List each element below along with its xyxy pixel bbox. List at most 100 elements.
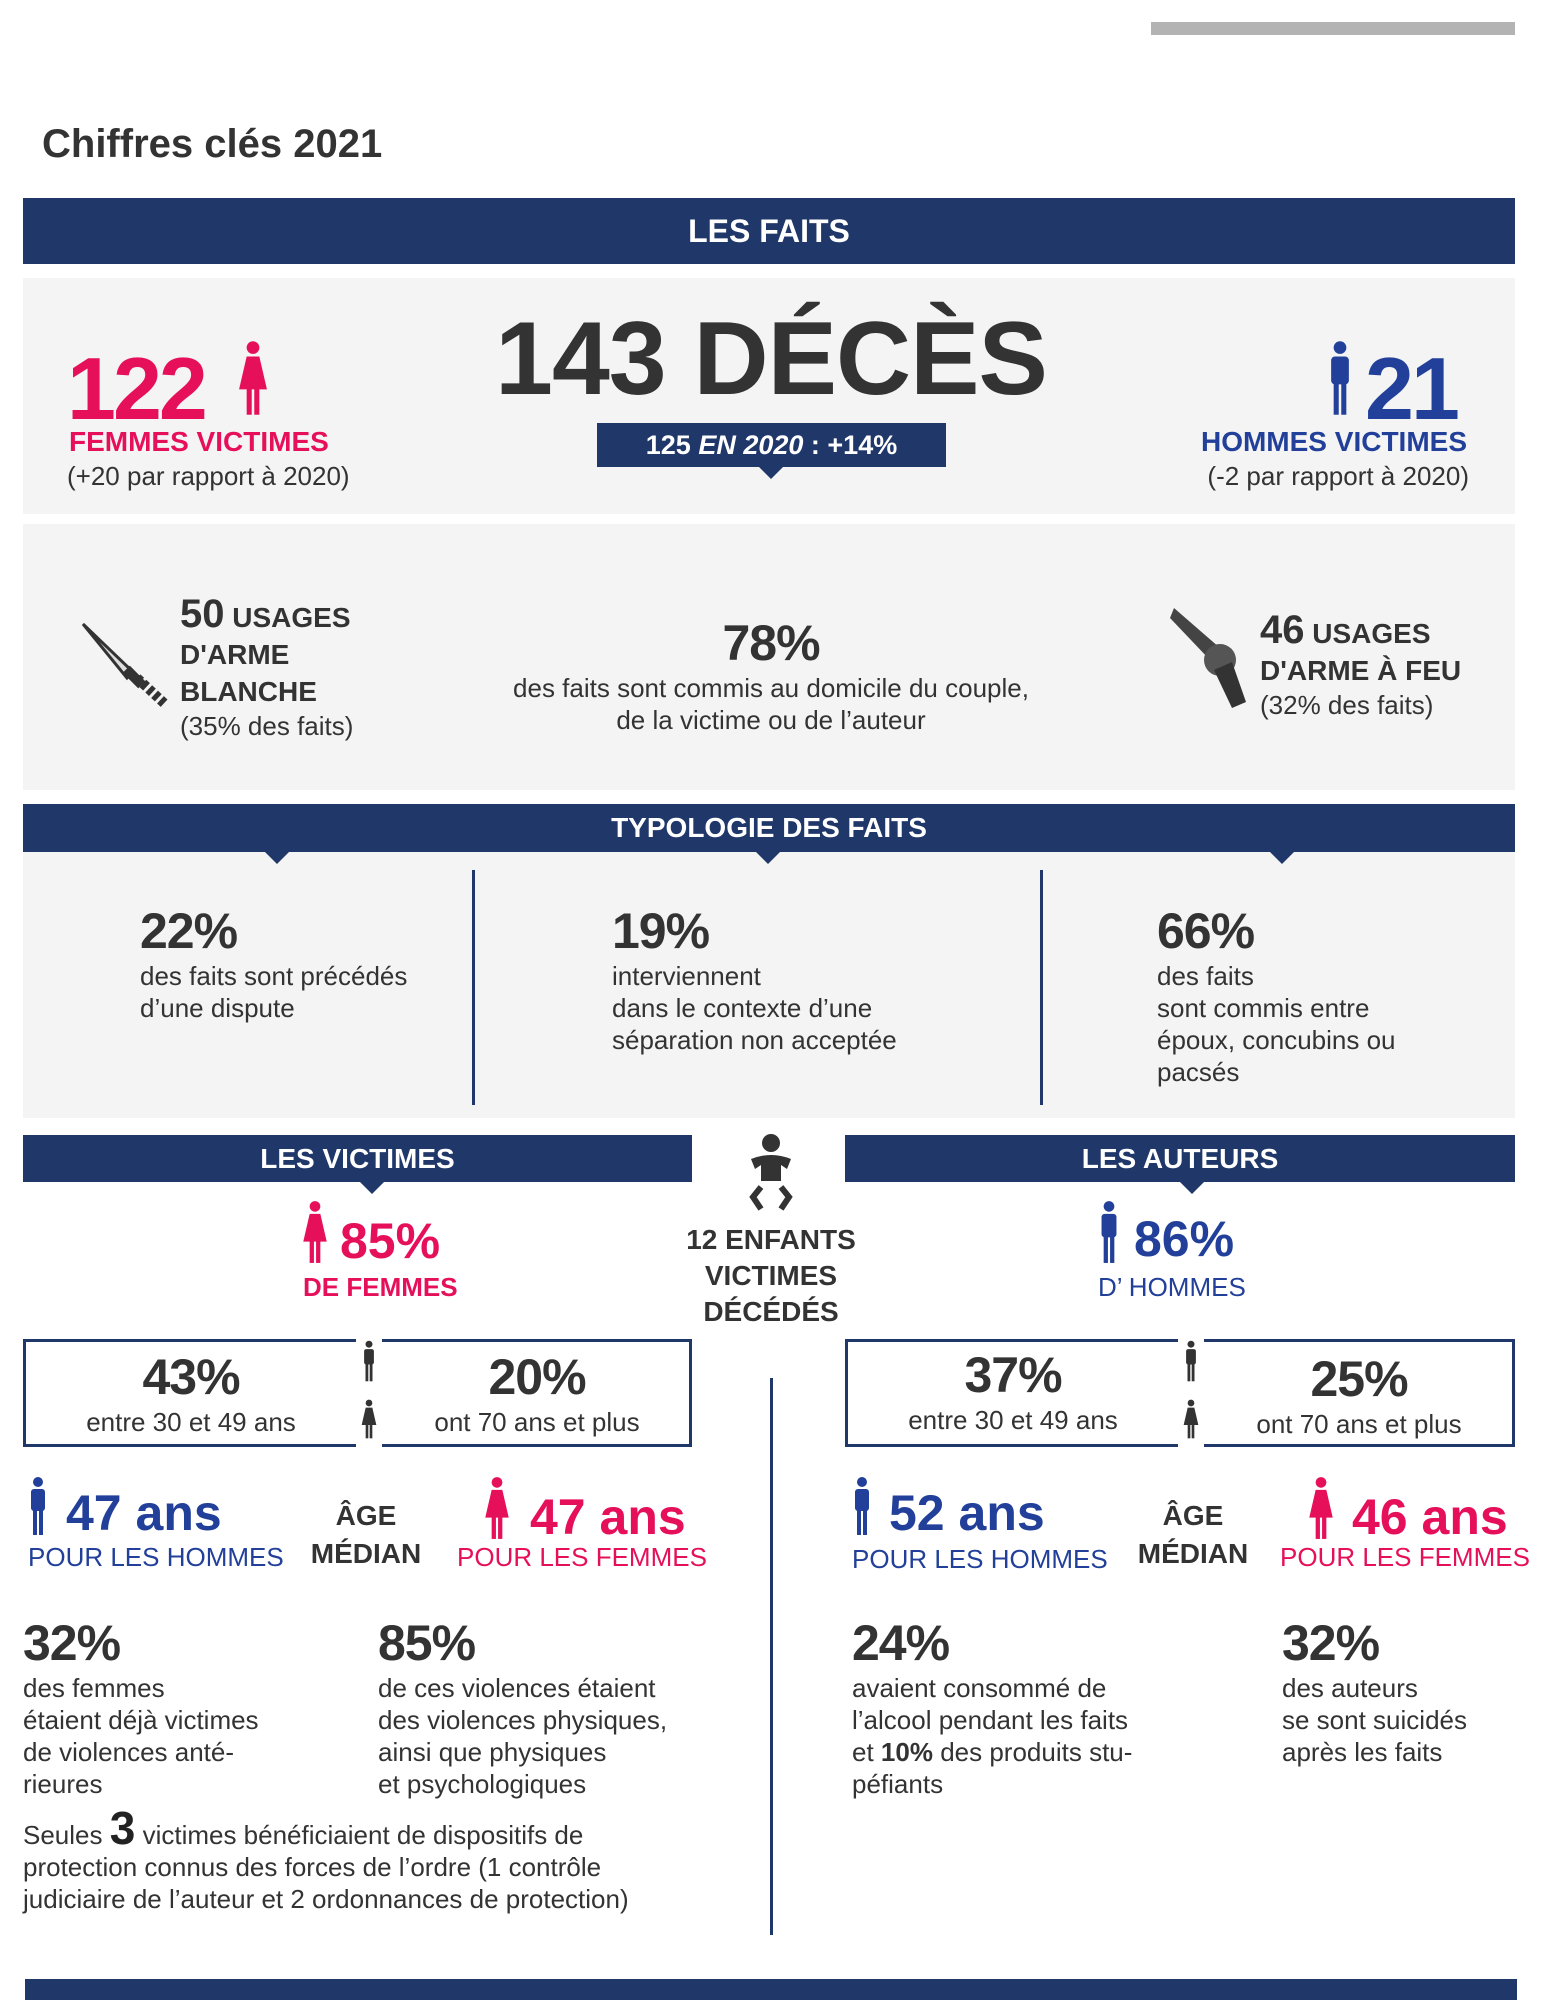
- women-label: FEMMES VICTIMES: [69, 426, 329, 457]
- pointer: [265, 852, 289, 864]
- victims-women-age: 47 ans: [530, 1489, 686, 1545]
- banner-typologie: TYPOLOGIE DES FAITS: [23, 804, 1515, 852]
- authors-stat-2: 32% des auteurs se sont suicidés après l…: [1282, 1614, 1467, 1768]
- knife-count: 50: [180, 592, 225, 636]
- panel-weapons: 50 USAGES D'ARME BLANCHE (35% des faits)…: [23, 524, 1515, 790]
- typology-line: pacsés: [1157, 1057, 1240, 1087]
- age-stat: 25% ont 70 ans et plus: [1204, 1350, 1514, 1440]
- revolver-icon: [1170, 608, 1246, 708]
- stat-text: et: [852, 1737, 874, 1767]
- typology-line: interviennent: [612, 961, 761, 991]
- deaths-total: 143 DÉCÈS: [495, 301, 1048, 417]
- authors-women-age: 46 ans: [1352, 1489, 1508, 1545]
- median-l2: MÉDIAN: [1137, 1538, 1249, 1569]
- age-label: ont 70 ans et plus: [434, 1407, 640, 1437]
- typology-line: séparation non acceptée: [612, 1025, 897, 1055]
- stat-line: de violences anté-: [23, 1737, 235, 1767]
- victims-women-label: POUR LES FEMMES: [457, 1542, 707, 1572]
- typology-line: d’une dispute: [140, 993, 295, 1023]
- children-l2: VICTIMES: [704, 1260, 838, 1291]
- authors-age-box: 37% entre 30 et 49 ans 25% ont 70 ans et…: [845, 1339, 1515, 1447]
- authors-men-label: D’ HOMMES: [1098, 1272, 1246, 1302]
- typology-line: dans le contexte d’une: [612, 993, 873, 1023]
- men-label: HOMMES VICTIMES: [1200, 426, 1467, 457]
- victims-women-share: 85%: [340, 1213, 441, 1269]
- age-label: ont 70 ans et plus: [1256, 1409, 1462, 1439]
- typology-pct: 66%: [1157, 903, 1255, 959]
- banner-auteurs: LES AUTEURS: [845, 1135, 1515, 1182]
- panel-typologie: 22% des faits sont précédés d’une disput…: [23, 852, 1515, 1118]
- pointer: [1270, 852, 1294, 864]
- bottom-banner: [25, 1979, 1517, 2000]
- woman-icon: [1183, 1397, 1199, 1441]
- note-l2: protection connus des forces de l’ordre …: [23, 1852, 602, 1882]
- woman-icon: [302, 1200, 328, 1264]
- man-icon: [1184, 1339, 1198, 1383]
- age-pct: 43%: [142, 1349, 240, 1405]
- typology-line: sont commis entre: [1157, 993, 1370, 1023]
- badge-value: 125: [645, 430, 691, 460]
- stat-pct: 24%: [852, 1615, 950, 1671]
- home-l1: des faits sont commis au domicile du cou…: [513, 673, 1029, 703]
- typology-line: des faits sont précédés: [140, 961, 408, 991]
- pointer: [1180, 1182, 1204, 1194]
- age-stat: 20% ont 70 ans et plus: [382, 1348, 692, 1438]
- knife-icon: [81, 622, 169, 708]
- gun-stat: 46 USAGES D'ARME À FEU (32% des faits): [1260, 610, 1462, 721]
- man-icon: [28, 1474, 48, 1538]
- age-pct: 37%: [964, 1347, 1062, 1403]
- knife-l3: BLANCHE: [180, 676, 317, 707]
- knife-l1: USAGES: [232, 602, 351, 633]
- knife-stat: 50 USAGES D'ARME BLANCHE (35% des faits): [180, 594, 354, 742]
- badge-pointer: [759, 467, 783, 479]
- woman-icon: [484, 1476, 510, 1540]
- stat-line: des auteurs: [1282, 1673, 1418, 1703]
- pointer: [756, 852, 780, 864]
- age-stat: 37% entre 30 et 49 ans: [848, 1346, 1178, 1436]
- women-change: (+20 par rapport à 2020): [67, 461, 350, 491]
- typology-item: 22% des faits sont précédés d’une disput…: [140, 902, 407, 1024]
- man-icon: [1326, 340, 1354, 416]
- home-l2: de la victime ou de l’auteur: [616, 705, 926, 735]
- home-stat: 78% des faits sont commis au domicile du…: [423, 614, 1119, 736]
- median-l1: ÂGE: [335, 1500, 397, 1531]
- banner-les-faits: LES FAITS: [23, 198, 1515, 264]
- page-title: Chiffres clés 2021: [42, 122, 383, 166]
- home-pct: 78%: [722, 615, 820, 671]
- age-pct: 20%: [488, 1349, 586, 1405]
- median-l1: ÂGE: [1162, 1500, 1224, 1531]
- typology-pct: 19%: [612, 903, 710, 959]
- stat-line: des femmes: [23, 1673, 165, 1703]
- stat-drug-pct: 10%: [880, 1737, 933, 1767]
- age-stat: 43% entre 30 et 49 ans: [26, 1348, 356, 1438]
- age-label: entre 30 et 49 ans: [908, 1405, 1118, 1435]
- gun-count: 46: [1260, 608, 1305, 652]
- stat-line: et psychologiques: [378, 1769, 587, 1799]
- authors-men-age: 52 ans: [889, 1485, 1045, 1541]
- stat-pct: 85%: [378, 1615, 476, 1671]
- man-icon: [1098, 1200, 1120, 1264]
- note-l1: victimes bénéficiaient de dispositifs de: [142, 1820, 584, 1850]
- men-count: 21: [1365, 339, 1460, 438]
- badge-year: EN 2020: [698, 430, 804, 460]
- banner-victimes: LES VICTIMES: [23, 1135, 692, 1182]
- victims-stat-1: 32% des femmes étaient déjà victimes de …: [23, 1614, 259, 1800]
- stat-text: des produits stu-: [940, 1737, 1133, 1767]
- stat-line: des violences physiques,: [378, 1705, 668, 1735]
- stat-line: l’alcool pendant les faits: [852, 1705, 1129, 1735]
- deaths-2020-badge: 125 EN 2020 : +14%: [597, 423, 946, 467]
- typology-item: 19% interviennent dans le contexte d’une…: [612, 902, 897, 1056]
- children-deaths: 12 ENFANTS VICTIMES DÉCÉDÉS: [651, 1222, 891, 1330]
- note-count: 3: [109, 1802, 136, 1854]
- baby-icon: [749, 1134, 793, 1211]
- victims-age-box: 43% entre 30 et 49 ans 20% ont 70 ans et…: [23, 1339, 692, 1447]
- person-divider: [356, 1339, 382, 1447]
- stat-line: étaient déjà victimes: [23, 1705, 259, 1735]
- protection-note: Seules 3 victimes bénéficiaient de dispo…: [23, 1805, 629, 1915]
- stat-line: rieures: [23, 1769, 103, 1799]
- victims-women-label: DE FEMMES: [303, 1272, 458, 1302]
- victims-men-label: POUR LES HOMMES: [28, 1542, 284, 1572]
- gun-l2: D'ARME À FEU: [1260, 655, 1462, 686]
- knife-pct: (35% des faits): [180, 711, 354, 741]
- children-l3: DÉCÉDÉS: [703, 1296, 839, 1327]
